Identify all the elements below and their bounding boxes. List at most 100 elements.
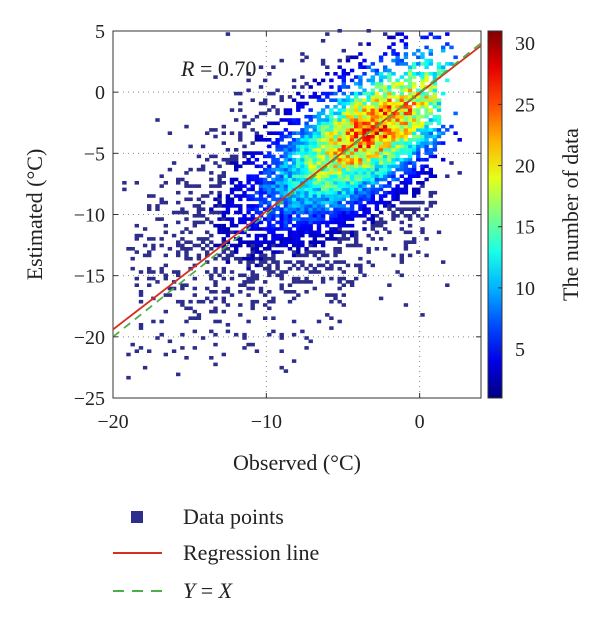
data-point-cell xyxy=(320,164,326,169)
data-point-cell xyxy=(391,194,396,198)
data-point-cell xyxy=(412,118,417,122)
data-point-cell xyxy=(387,128,392,132)
data-point-cell xyxy=(349,98,355,102)
data-point-cell xyxy=(316,204,322,208)
data-point-cell xyxy=(246,151,251,155)
data-point-cell xyxy=(374,148,380,152)
data-point-cell xyxy=(225,286,231,291)
data-point-cell xyxy=(196,316,202,320)
data-point-cell xyxy=(250,247,255,251)
data-point-cell xyxy=(378,108,384,112)
data-point-cell xyxy=(345,280,351,284)
data-point-cell xyxy=(354,177,359,182)
data-point-cell xyxy=(279,270,284,274)
data-point-cell xyxy=(337,197,342,202)
data-point-cell xyxy=(349,174,355,178)
data-point-cell xyxy=(329,154,334,159)
y-tick-label: −20 xyxy=(74,327,105,349)
data-point-cell xyxy=(283,148,289,152)
data-point-cell xyxy=(275,161,280,165)
data-point-cell xyxy=(209,247,214,251)
data-point-cell xyxy=(291,138,297,142)
data-point-cell xyxy=(366,118,371,122)
data-point-cell xyxy=(258,134,264,139)
y-tick-label: 5 xyxy=(95,21,105,43)
data-point-cell xyxy=(221,210,226,215)
data-point-cell xyxy=(304,187,309,192)
data-point-cell xyxy=(176,200,181,205)
data-point-cell xyxy=(267,194,272,198)
data-point-cell xyxy=(407,223,413,228)
data-point-cell xyxy=(349,171,355,175)
data-point-cell xyxy=(234,184,239,188)
data-point-cell xyxy=(370,111,375,116)
data-point-cell xyxy=(387,174,392,178)
data-point-cell xyxy=(283,128,289,132)
data-point-cell xyxy=(242,151,247,155)
data-point-cell xyxy=(134,237,139,241)
data-point-cell xyxy=(428,32,433,36)
data-point-cell xyxy=(370,174,375,178)
data-point-cell xyxy=(349,164,355,169)
data-point-cell xyxy=(238,207,243,211)
data-point-cell xyxy=(279,98,284,102)
data-point-cell xyxy=(399,88,404,93)
data-point-cell xyxy=(387,164,392,169)
data-point-cell xyxy=(362,161,367,165)
data-point-cell xyxy=(279,118,284,122)
data-point-cell xyxy=(403,134,409,139)
data-point-cell xyxy=(387,72,392,76)
data-points-density xyxy=(122,29,462,380)
data-point-cell xyxy=(192,220,197,225)
data-point-cell xyxy=(420,114,425,119)
data-point-cell xyxy=(345,164,351,169)
data-point-cell xyxy=(341,148,346,152)
data-point-cell xyxy=(225,240,231,244)
colorbar-label: The number of data xyxy=(558,128,583,301)
data-point-cell xyxy=(354,161,359,165)
data-point-cell xyxy=(217,184,222,188)
data-point-cell xyxy=(258,250,264,254)
data-point-cell xyxy=(432,98,438,102)
data-point-cell xyxy=(126,375,131,380)
data-point-cell xyxy=(325,95,330,99)
data-point-cell xyxy=(399,148,404,152)
data-point-cell xyxy=(238,220,243,225)
data-point-cell xyxy=(407,177,413,182)
data-point-cell xyxy=(424,75,429,79)
data-point-cell xyxy=(304,223,309,228)
data-point-cell xyxy=(354,111,359,116)
data-point-cell xyxy=(291,207,297,211)
data-point-cell xyxy=(362,167,367,172)
data-point-cell xyxy=(383,227,388,231)
data-point-cell xyxy=(308,114,313,119)
data-point-cell xyxy=(374,85,380,89)
data-point-cell xyxy=(308,161,313,165)
data-point-cell xyxy=(296,214,301,218)
data-point-cell xyxy=(213,243,218,248)
data-point-cell xyxy=(428,58,433,63)
data-point-cell xyxy=(242,184,247,188)
data-point-cell xyxy=(403,230,409,235)
data-point-cell xyxy=(341,131,346,135)
data-point-cell xyxy=(304,197,309,202)
data-point-cell xyxy=(283,164,289,169)
data-point-cell xyxy=(383,101,388,106)
data-point-cell xyxy=(325,148,330,152)
data-point-cell xyxy=(407,207,413,211)
data-point-cell xyxy=(366,190,371,195)
data-point-cell xyxy=(329,144,334,149)
data-point-cell xyxy=(325,121,330,126)
data-point-cell xyxy=(378,118,384,122)
data-point-cell xyxy=(432,91,438,96)
data-point-cell xyxy=(176,210,181,215)
data-point-cell xyxy=(383,154,388,159)
data-point-cell xyxy=(258,290,264,294)
data-point-cell xyxy=(374,141,380,145)
data-point-cell xyxy=(349,207,355,211)
data-point-cell xyxy=(279,181,284,185)
data-point-cell xyxy=(374,181,380,185)
data-point-cell xyxy=(341,194,346,198)
data-point-cell xyxy=(275,164,280,169)
